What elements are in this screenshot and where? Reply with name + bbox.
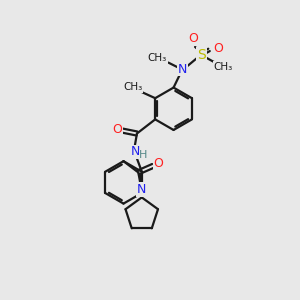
Text: N: N xyxy=(130,145,140,158)
Text: O: O xyxy=(153,157,163,170)
Text: S: S xyxy=(197,48,206,62)
Text: CH₃: CH₃ xyxy=(213,62,232,72)
Text: O: O xyxy=(188,32,198,45)
Text: N: N xyxy=(178,63,187,76)
Text: O: O xyxy=(112,123,122,136)
Text: H: H xyxy=(139,150,148,160)
Text: CH₃: CH₃ xyxy=(123,82,142,92)
Text: N: N xyxy=(137,183,146,196)
Text: CH₃: CH₃ xyxy=(148,53,167,63)
Text: O: O xyxy=(213,42,223,55)
